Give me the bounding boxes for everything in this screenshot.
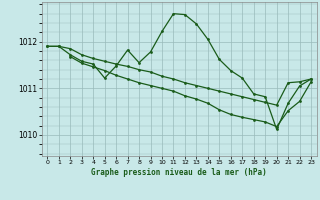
X-axis label: Graphe pression niveau de la mer (hPa): Graphe pression niveau de la mer (hPa) [91, 168, 267, 177]
